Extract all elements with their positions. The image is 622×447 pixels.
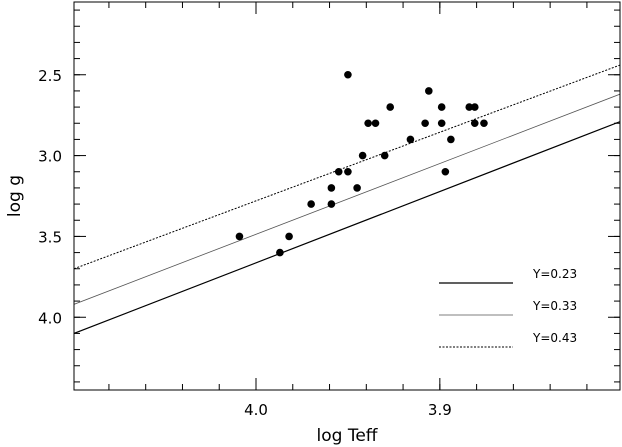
data-point	[285, 232, 293, 241]
data-point	[437, 103, 446, 111]
model-line-1	[74, 121, 620, 334]
data-point	[344, 70, 352, 79]
data-point	[235, 232, 244, 241]
model-line-3	[74, 64, 620, 270]
model-line-2	[74, 93, 620, 305]
legend: Y=0.23 Y=0.33 Y=0.43	[439, 267, 577, 348]
x-tick-label: 4.0	[244, 401, 268, 419]
data-point	[480, 119, 488, 128]
data-point	[441, 167, 450, 176]
data-point	[421, 119, 429, 128]
data-point	[380, 151, 389, 160]
data-point	[386, 103, 395, 111]
y-tick-label: 2.5	[38, 67, 62, 85]
plot-frame	[73, 1, 621, 391]
data-point	[334, 167, 343, 176]
data-point	[437, 119, 446, 128]
data-point	[447, 135, 455, 144]
x-tick-label: 3.9	[428, 401, 452, 419]
data-point	[465, 103, 474, 111]
data-point	[327, 184, 336, 192]
y-tick-label: 3.0	[38, 148, 62, 166]
model-lines	[74, 64, 620, 334]
data-point	[425, 87, 433, 95]
y-axis-label: log g	[5, 175, 25, 217]
data-point	[364, 119, 372, 128]
legend-label-3: Y=0.43	[532, 331, 577, 345]
y-tick-label: 4.0	[38, 309, 62, 327]
data-point	[327, 200, 336, 208]
data-point	[307, 200, 315, 208]
data-point	[276, 248, 284, 257]
data-point	[358, 151, 367, 160]
data-point	[470, 103, 479, 111]
data-point	[344, 167, 352, 176]
data-point	[371, 119, 380, 128]
legend-label-1: Y=0.23	[532, 267, 577, 281]
data-point	[406, 135, 415, 144]
data-points	[235, 70, 488, 257]
data-point	[353, 184, 361, 192]
axis-ticks: 4.0 3.9 2.5 3.0 3.5 4.0	[38, 2, 620, 419]
data-point	[470, 119, 479, 128]
legend-label-2: Y=0.33	[532, 299, 577, 313]
y-tick-label: 3.5	[38, 228, 62, 246]
x-axis-label: log Teff	[317, 426, 379, 446]
